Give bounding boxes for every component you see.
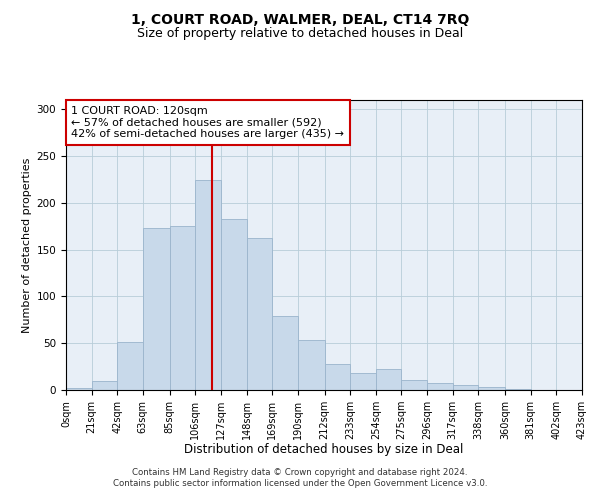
Bar: [505, 389, 531, 390]
Bar: [117, 342, 143, 390]
Bar: [298, 340, 325, 390]
Text: Contains HM Land Registry data © Crown copyright and database right 2024.
Contai: Contains HM Land Registry data © Crown c…: [113, 468, 487, 487]
Text: Size of property relative to detached houses in Deal: Size of property relative to detached ho…: [137, 28, 463, 40]
Bar: [143, 228, 170, 390]
Bar: [427, 382, 452, 390]
Bar: [221, 219, 247, 390]
X-axis label: Distribution of detached houses by size in Deal: Distribution of detached houses by size …: [184, 444, 464, 456]
Bar: [452, 386, 478, 390]
Bar: [376, 370, 401, 390]
Y-axis label: Number of detached properties: Number of detached properties: [22, 158, 32, 332]
Bar: [401, 380, 427, 390]
Bar: [325, 364, 350, 390]
Bar: [350, 373, 376, 390]
Bar: [92, 380, 117, 390]
Text: 1 COURT ROAD: 120sqm
← 57% of detached houses are smaller (592)
42% of semi-deta: 1 COURT ROAD: 120sqm ← 57% of detached h…: [71, 106, 344, 139]
Bar: [66, 388, 92, 390]
Bar: [272, 316, 298, 390]
Text: 1, COURT ROAD, WALMER, DEAL, CT14 7RQ: 1, COURT ROAD, WALMER, DEAL, CT14 7RQ: [131, 12, 469, 26]
Bar: [170, 226, 196, 390]
Bar: [196, 180, 221, 390]
Bar: [478, 387, 505, 390]
Bar: [247, 238, 272, 390]
